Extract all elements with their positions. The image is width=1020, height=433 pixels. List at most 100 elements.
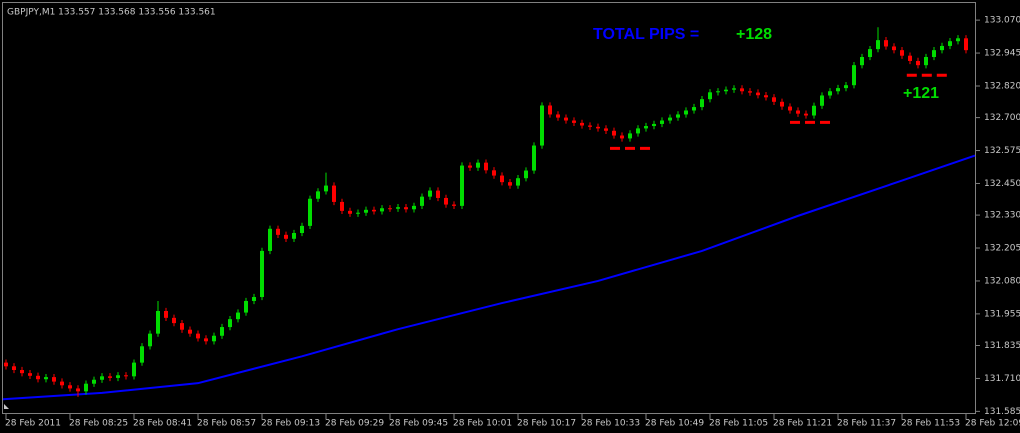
y-tick-label: 131.710 <box>984 374 1020 384</box>
y-tick-label: 132.080 <box>984 276 1020 286</box>
x-tick-label: 28 Feb 10:01 <box>453 419 512 429</box>
candle-body <box>932 50 936 58</box>
annotation: TOTAL PIPS = <box>593 26 699 43</box>
candle-body <box>92 379 96 384</box>
y-tick-label: 132.820 <box>984 81 1020 91</box>
candle-body <box>268 228 272 251</box>
candle-body <box>364 209 368 213</box>
candle-body <box>436 190 440 198</box>
x-tick-label: 28 Feb 2011 <box>5 419 61 429</box>
candle-body <box>260 250 264 298</box>
symbol-header: GBPJPY,M1 133.557 133.568 133.556 133.56… <box>7 8 216 18</box>
y-tick-label: 132.945 <box>984 49 1020 59</box>
candle-body <box>124 375 128 377</box>
candle-body <box>652 123 656 127</box>
y-tick-label: 132.450 <box>984 179 1020 189</box>
candle-body <box>804 113 808 116</box>
candle-body <box>84 383 88 392</box>
candle-body <box>444 197 448 205</box>
candle-body <box>212 335 216 342</box>
candle-body <box>340 201 344 211</box>
candle-body <box>500 175 504 183</box>
annotation: +128 <box>736 26 772 43</box>
candle-body <box>852 65 856 86</box>
candle-body <box>300 225 304 234</box>
candle-body <box>20 370 24 374</box>
x-tick-label: 28 Feb 08:57 <box>197 419 256 429</box>
x-tick-label: 28 Feb 08:25 <box>69 419 128 429</box>
candle-body <box>876 40 880 50</box>
candle-body <box>492 170 496 176</box>
candle-body <box>220 327 224 336</box>
candle-body <box>620 135 624 139</box>
x-tick-label: 28 Feb 09:45 <box>389 419 448 429</box>
candle-body <box>140 346 144 363</box>
candle-body <box>388 208 392 210</box>
candle-body <box>156 310 160 334</box>
y-tick-label: 132.205 <box>984 244 1020 254</box>
x-tick-label: 28 Feb 09:29 <box>325 419 384 429</box>
candle-body <box>276 228 280 235</box>
candle-body <box>636 128 640 134</box>
candle-body <box>772 97 776 102</box>
candle-body <box>316 191 320 199</box>
candle-body <box>476 162 480 168</box>
candle-body <box>820 95 824 106</box>
candle-body <box>796 110 800 114</box>
candle-body <box>748 91 752 93</box>
y-tick-label: 132.330 <box>984 211 1020 221</box>
candle-body <box>780 101 784 107</box>
candle-body <box>108 376 112 378</box>
candle-body <box>836 88 840 92</box>
candle-body <box>604 128 608 131</box>
x-tick-label: 28 Feb 11:21 <box>773 419 832 429</box>
candle-body <box>644 126 648 129</box>
candle-body <box>236 312 240 320</box>
candle-body <box>148 333 152 347</box>
candle-body <box>764 95 768 98</box>
candle-body <box>452 204 456 206</box>
corner-marker <box>4 404 9 409</box>
candle-body <box>724 89 728 92</box>
candle-body <box>532 145 536 171</box>
candle-body <box>68 385 72 389</box>
candle-body <box>732 88 736 90</box>
candle-body <box>428 190 432 197</box>
candle-body <box>100 376 104 380</box>
candle-body <box>252 297 256 301</box>
candle-body <box>348 210 352 214</box>
candle-body <box>244 300 248 313</box>
candle-body <box>60 381 64 386</box>
candle-body <box>28 373 32 376</box>
candle-body <box>412 205 416 210</box>
candle-body <box>788 106 792 111</box>
y-tick-label: 131.835 <box>984 341 1020 351</box>
candle-body <box>860 57 864 66</box>
candle-body <box>540 105 544 146</box>
candle-body <box>892 46 896 51</box>
y-tick-label: 132.700 <box>984 113 1020 123</box>
candle-body <box>756 92 760 96</box>
candle-body <box>180 323 184 330</box>
x-tick-label: 28 Feb 10:33 <box>581 419 640 429</box>
candle-body <box>564 117 568 121</box>
candle-body <box>940 45 944 51</box>
candle-body <box>36 375 40 380</box>
x-tick-label: 28 Feb 12:09 <box>965 419 1020 429</box>
candle-body <box>572 120 576 123</box>
moving-average <box>2 154 976 401</box>
candle-body <box>12 366 16 371</box>
candle-body <box>628 133 632 139</box>
candle-body <box>588 125 592 127</box>
x-tick-label: 28 Feb 11:05 <box>709 419 768 429</box>
candle-body <box>524 170 528 179</box>
candle-body <box>468 165 472 168</box>
candle-body <box>396 207 400 209</box>
candle-body <box>900 50 904 56</box>
candle-body <box>172 317 176 324</box>
x-tick-label: 28 Feb 10:17 <box>517 419 576 429</box>
candle-body <box>76 388 80 392</box>
